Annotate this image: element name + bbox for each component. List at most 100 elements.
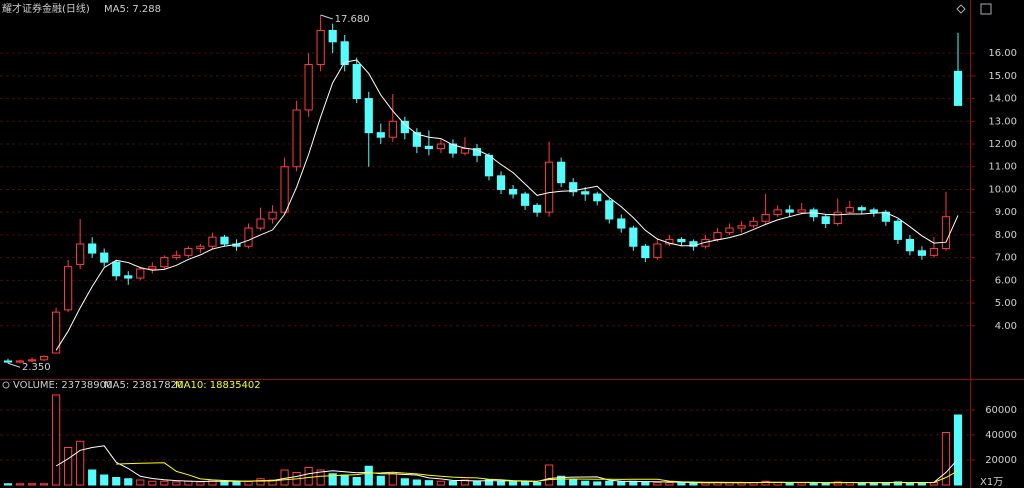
dock-button[interactable] <box>980 3 992 15</box>
candle-body <box>15 360 25 363</box>
candle-body <box>605 200 614 220</box>
volume-bar <box>593 481 602 486</box>
candle-body <box>725 227 734 234</box>
candle-body <box>929 248 939 256</box>
volume-bar <box>496 480 506 486</box>
volume-bar <box>689 482 698 486</box>
annotation-arrow <box>320 14 333 20</box>
legend-vol-ma10: MA10: 18835402 <box>175 380 261 391</box>
volume-bar <box>340 474 349 486</box>
candle-body <box>436 143 446 150</box>
y-tick-label: 4.00 <box>995 321 1017 332</box>
candle-body <box>388 120 397 138</box>
volume-bar <box>328 473 337 486</box>
candle-body <box>905 238 915 252</box>
volume-bar <box>400 478 409 486</box>
volume-bar <box>581 480 590 486</box>
candle-body <box>893 220 902 240</box>
volume-bar <box>88 469 97 486</box>
volume-bar <box>256 478 265 486</box>
volume-bar <box>220 480 229 486</box>
candle-body <box>340 41 349 66</box>
candle-body <box>88 243 97 254</box>
candle-body <box>184 248 193 256</box>
volume-bar <box>112 477 121 486</box>
y-tick-label: 15.00 <box>988 71 1017 82</box>
candle-body <box>27 359 37 362</box>
volume-bar <box>436 480 446 486</box>
volume-bar <box>100 474 109 486</box>
annotation-arrow <box>7 362 21 368</box>
volume-bar <box>821 482 830 486</box>
candle-body <box>496 175 506 190</box>
ma-line <box>55 59 959 351</box>
y-tick-label: 16.00 <box>988 48 1017 59</box>
candle-body <box>845 207 854 213</box>
volume-bar <box>785 482 794 486</box>
volume-bar <box>472 480 482 486</box>
volume-bar <box>76 440 85 486</box>
volume-bar <box>232 481 241 486</box>
candle-body <box>869 209 878 213</box>
candle-body <box>460 148 470 154</box>
diamond-button[interactable] <box>956 4 966 14</box>
volume-bar <box>653 482 662 486</box>
candle-body <box>172 254 181 259</box>
legend-volume: VOLUME: 23738900 <box>13 380 112 391</box>
candle-body <box>557 161 566 184</box>
volume-bar <box>316 469 325 486</box>
candle-body <box>917 250 927 256</box>
candle-body <box>244 227 253 247</box>
volume-bar <box>460 479 470 486</box>
candle-body <box>352 64 361 100</box>
candle-body <box>617 218 626 229</box>
volume-bar <box>617 481 626 486</box>
y-tick-label: 7.00 <box>995 253 1017 264</box>
candle-body <box>112 261 121 277</box>
volume-toggle[interactable] <box>2 381 10 389</box>
volume-bar <box>160 480 169 486</box>
candle-body <box>593 193 602 202</box>
volume-bar <box>424 480 433 486</box>
y-tick-label: 20000 <box>985 455 1017 466</box>
volume-bar <box>268 479 277 486</box>
volume-bar <box>208 479 217 486</box>
volume-bar <box>136 479 145 486</box>
candle-body <box>292 109 301 168</box>
candle-body <box>39 355 49 361</box>
candle-body <box>581 191 590 195</box>
volume-bar <box>244 480 253 486</box>
y-tick-label: 5.00 <box>995 298 1017 309</box>
y-tick-label: 60000 <box>985 405 1017 416</box>
candle-body <box>545 161 554 213</box>
candle-body <box>713 232 722 240</box>
volume-bar <box>196 481 205 486</box>
ma-line <box>116 462 959 484</box>
candle-body <box>160 257 169 268</box>
legend-vol-ma5: MA5: 23817820 <box>104 380 183 391</box>
candle-body <box>256 218 265 229</box>
candle-body <box>653 243 662 259</box>
candle-body <box>412 132 421 147</box>
candle-body <box>569 182 578 193</box>
candle-body <box>124 275 133 279</box>
volume-bar <box>27 483 37 486</box>
volume-bar <box>304 467 313 486</box>
candle-body <box>641 245 650 259</box>
low-label: 2.350 <box>22 362 51 373</box>
candle-body <box>280 166 289 213</box>
y-tick-label: 6.00 <box>995 275 1017 286</box>
volume-bar <box>533 482 542 486</box>
volume-bar <box>605 480 614 486</box>
candle-body <box>785 209 794 213</box>
y-tick-label: 9.00 <box>995 207 1017 218</box>
volume-bar <box>376 475 385 486</box>
candle-body <box>953 70 963 106</box>
volume-bar <box>677 482 686 486</box>
volume-bar <box>15 483 25 486</box>
candle-body <box>76 243 85 265</box>
volume-bar <box>797 482 806 486</box>
candle-body <box>629 227 638 247</box>
candle-body <box>737 225 746 229</box>
y-tick-label: 8.00 <box>995 230 1017 241</box>
